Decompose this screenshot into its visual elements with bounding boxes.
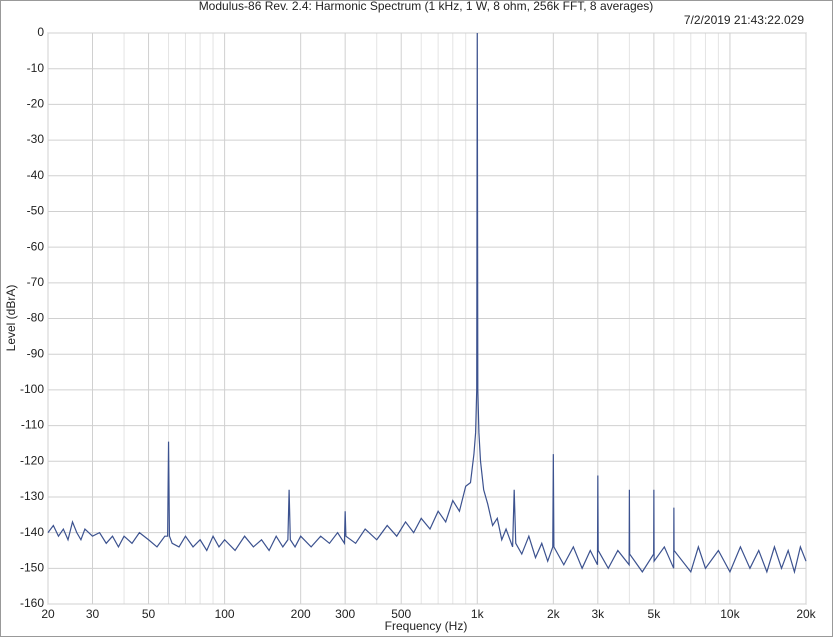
y-tick-label: -120 <box>20 453 44 467</box>
x-axis-label: Frequency (Hz) <box>385 619 468 633</box>
chart-title: Modulus-86 Rev. 2.4: Harmonic Spectrum (… <box>199 0 654 13</box>
x-tick-label: 10k <box>720 607 740 621</box>
x-tick-label: 1k <box>471 607 485 621</box>
y-tick-label: -160 <box>20 596 44 610</box>
x-tick-label: 500 <box>391 607 411 621</box>
y-tick-label: -100 <box>20 382 44 396</box>
y-tick-label: -140 <box>20 525 44 539</box>
x-tick-label: 50 <box>142 607 156 621</box>
x-tick-label: 30 <box>86 607 100 621</box>
x-tick-label: 300 <box>335 607 355 621</box>
timestamp: 7/2/2019 21:43:22.029 <box>684 13 804 27</box>
y-tick-label: -90 <box>27 346 45 360</box>
x-tick-label: 100 <box>215 607 235 621</box>
y-tick-label: 0 <box>37 25 44 39</box>
y-tick-label: -60 <box>27 239 45 253</box>
y-axis-label: Level (dBrA) <box>4 285 18 352</box>
x-tick-label: 2k <box>547 607 561 621</box>
x-tick-label: 3k <box>591 607 605 621</box>
y-tick-label: -130 <box>20 489 44 503</box>
y-tick-label: -40 <box>27 168 45 182</box>
y-tick-label: -10 <box>27 61 45 75</box>
y-tick-label: -70 <box>27 275 45 289</box>
x-tick-label: 200 <box>291 607 311 621</box>
y-tick-label: -20 <box>27 97 45 111</box>
y-tick-label: -110 <box>21 418 44 432</box>
y-tick-label: -50 <box>27 204 45 218</box>
x-tick-label: 20k <box>796 607 816 621</box>
y-tick-label: -150 <box>20 560 44 574</box>
spectrum-line <box>47 32 807 575</box>
y-tick-label: -80 <box>27 311 45 325</box>
x-tick-label: 20 <box>41 607 55 621</box>
x-tick-label: 5k <box>648 607 662 621</box>
y-tick-label: -30 <box>27 132 45 146</box>
